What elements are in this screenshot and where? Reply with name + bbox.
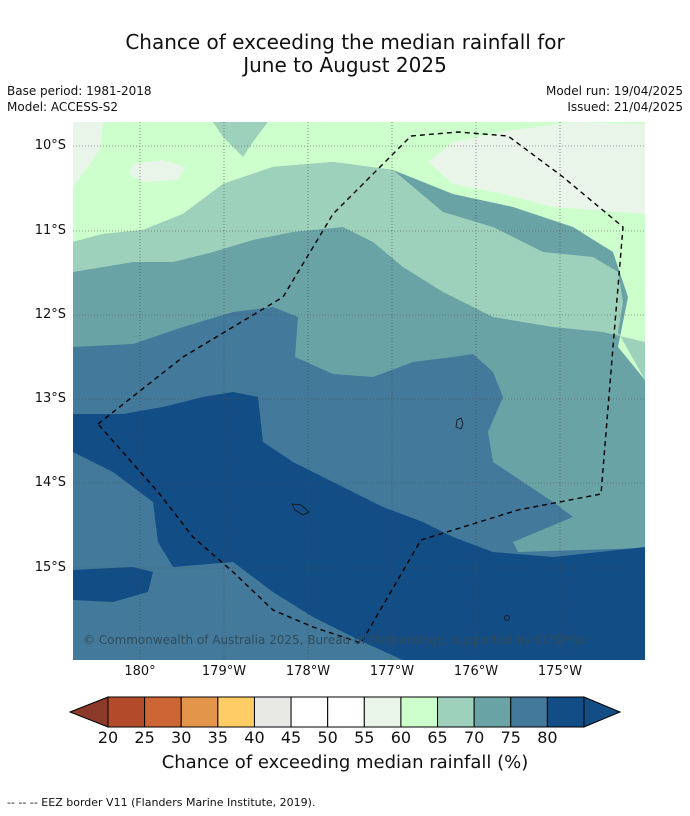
graticule [73,122,645,660]
contour-55-60-east [428,122,645,214]
colorbar-cell [107,696,146,728]
colorbar-tick-label: 80 [537,728,558,747]
colorbar-tick-label: 45 [280,728,302,747]
colorbar-cell [510,696,548,728]
lon-label-178w: 178°W [285,664,331,679]
lon-label-177w: 177°W [369,664,415,679]
title-line-1: Chance of exceeding the median rainfall … [125,30,565,54]
colorbar-over-triangle [583,696,622,728]
colorbar-cell [363,696,402,728]
colorbar-cell [437,696,475,728]
contour-65-70 [73,162,645,380]
contour-55-60-patch [129,160,185,182]
colorbar-tick-label: 40 [244,728,265,747]
lat-label-12s: 12°S [34,307,66,322]
island-3 [504,615,510,621]
colorbar-tick-label: 50 [317,728,338,747]
colorbar-cell [473,696,512,728]
contour-55-60-west [73,122,103,187]
lon-label-175w: 175°W [537,664,583,679]
eez-border [96,131,624,644]
colorbar-tick-label: 35 [207,728,229,747]
colorbar-cell [144,696,182,728]
colorbar-tick-label: 65 [427,728,448,747]
colorbar-cells [107,696,585,728]
lat-label-13s: 13°S [34,391,66,406]
colorbar-cell [253,696,292,728]
colorbar-tick-label: 70 [463,728,485,747]
island-2 [291,503,310,516]
lon-label-179w: 179°W [201,664,247,679]
colorbar-cell [400,696,439,728]
model-run: Model run: 19/04/2025 [545,84,683,98]
issued-date: Issued: 21/04/2025 [567,100,683,114]
model-name: Model: ACCESS-S2 [7,100,119,114]
colorbar-cell [290,696,329,728]
contour-over-80 [73,392,645,660]
lat-label-15s: 15°S [34,560,66,575]
rainfall-map: © Commonwealth of Australia 2025, Bureau… [73,122,645,660]
colorbar-cell [217,696,255,728]
colorbar-cell [546,696,585,728]
colorbar-cell [180,696,219,728]
lon-label-176w: 176°W [453,664,499,679]
lon-label-180: 180° [124,664,156,679]
copyright-text: © Commonwealth of Australia 2025, Bureau… [83,633,588,647]
lat-label-11s: 11°S [34,223,66,238]
base-period: Base period: 1981-2018 [7,84,152,98]
colorbar-tick-label: 25 [134,728,155,747]
colorbar-tick-label: 60 [390,728,412,747]
colorbar-tick-label: 55 [354,728,375,747]
colorbar-tick-label: 75 [500,728,521,747]
title-line-2: June to August 2025 [243,53,447,77]
colorbar-title: Chance of exceeding median rainfall (%) [161,752,529,773]
colorbar-under-triangle [68,696,109,728]
colorbar-tick-label: 20 [97,728,119,747]
eez-footnote: -- -- -- EEZ border V11 (Flanders Marine… [7,796,316,809]
meta-right: Model run: 19/04/2025 Issued: 21/04/2025 [546,83,683,115]
colorbar-cell [327,696,365,728]
colorbar-tick-label: 30 [171,728,192,747]
lat-label-14s: 14°S [34,475,66,490]
lat-label-10s: 10°S [34,138,66,153]
contour-65-70-north [213,122,268,157]
meta-left: Base period: 1981-2018 Model: ACCESS-S2 [7,83,152,115]
contour-over-80-west [73,567,153,602]
island-1 [455,417,464,430]
map-title: Chance of exceeding the median rainfall … [0,31,690,77]
colorbar [68,696,622,728]
